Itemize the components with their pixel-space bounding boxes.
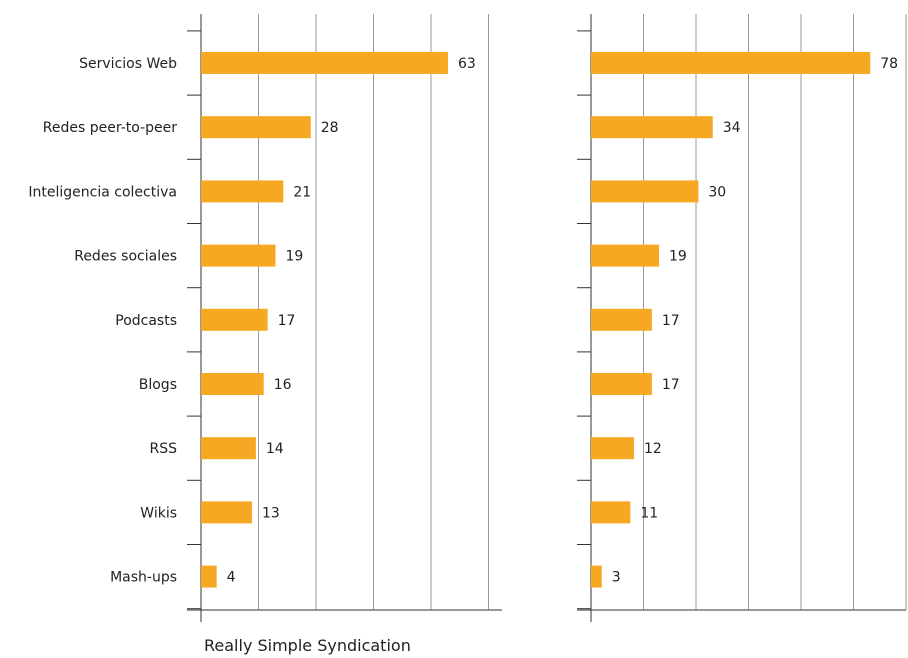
bar	[201, 501, 252, 524]
bar	[591, 308, 652, 331]
bar	[201, 308, 268, 331]
data-label: 13	[262, 505, 280, 521]
bar	[591, 244, 660, 267]
category-label: Mash-ups	[110, 570, 177, 586]
bar	[201, 437, 256, 460]
data-label: 30	[708, 184, 726, 200]
bar	[591, 437, 634, 460]
data-label: 28	[321, 120, 339, 136]
data-label: 63	[458, 56, 476, 72]
data-label: 78	[880, 56, 898, 72]
bar	[201, 116, 311, 139]
bar	[591, 373, 652, 395]
category-label: Inteligencia colectiva	[28, 184, 177, 200]
data-label: 19	[285, 249, 303, 265]
bar	[591, 501, 631, 524]
data-label: 17	[278, 313, 296, 329]
bar	[201, 373, 264, 395]
data-label: 19	[669, 249, 687, 265]
data-label: 12	[644, 441, 662, 457]
bar	[591, 52, 871, 74]
bar	[591, 180, 699, 203]
data-label: 4	[227, 570, 236, 586]
category-label: RSS	[149, 441, 177, 457]
category-label: Servicios Web	[79, 56, 177, 72]
category-label: Redes sociales	[74, 249, 177, 265]
bar	[201, 244, 276, 267]
footnote: Really Simple Syndication	[204, 636, 411, 655]
category-label: Podcasts	[115, 313, 177, 329]
category-label: Wikis	[140, 505, 177, 521]
category-label: Redes peer-to-peer	[43, 120, 177, 136]
bar	[201, 565, 217, 588]
bar	[591, 116, 713, 139]
bar	[591, 565, 602, 588]
data-label: 17	[662, 313, 680, 329]
bar	[201, 52, 448, 74]
data-label: 11	[640, 505, 658, 521]
data-label: 17	[662, 377, 680, 393]
data-label: 16	[274, 377, 292, 393]
category-label: Blogs	[139, 377, 177, 393]
data-label: 21	[293, 184, 311, 200]
data-label: 34	[723, 120, 741, 136]
data-label: 14	[266, 441, 284, 457]
bar	[201, 180, 284, 203]
data-label: 3	[612, 570, 621, 586]
